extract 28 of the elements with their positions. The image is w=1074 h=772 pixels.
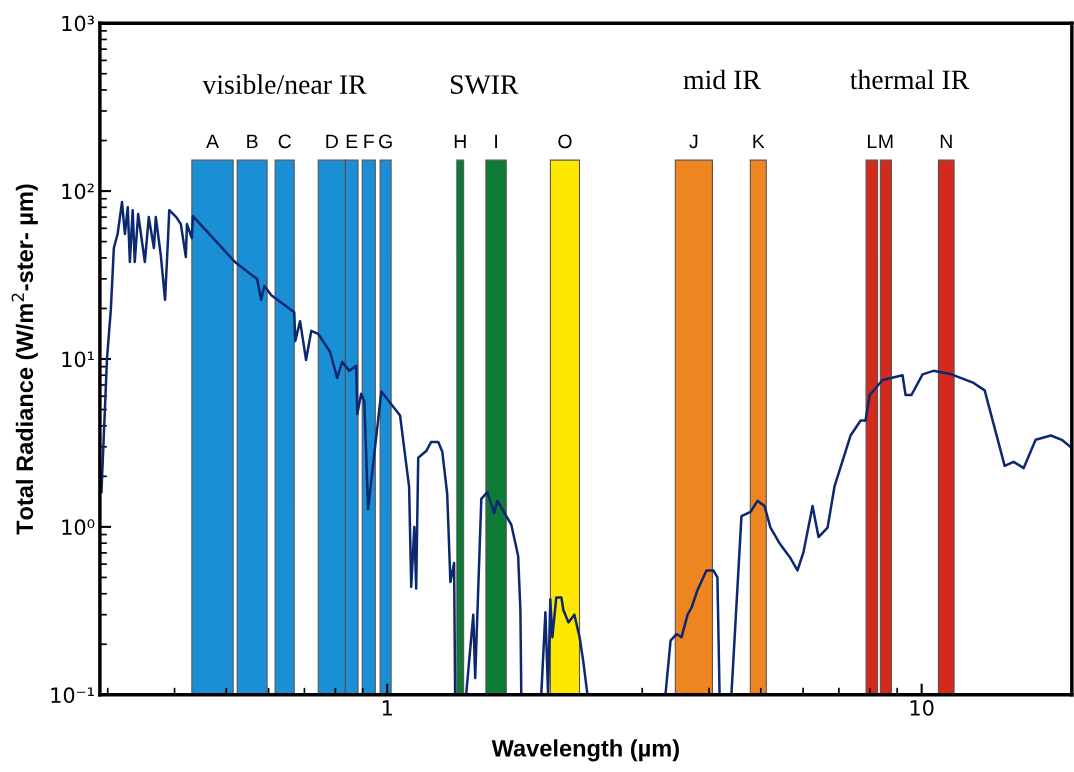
band-label: J xyxy=(689,134,698,149)
band-label: E xyxy=(346,134,358,149)
y-tick-label: 10⁻¹ xyxy=(51,687,94,704)
y-axis-title: Total Radiance (W/m$^{2}$-ster- µm) xyxy=(11,184,38,535)
band-label: M xyxy=(879,134,893,149)
y-tick-label: 10⁰ xyxy=(62,519,95,536)
band-label: I xyxy=(495,134,497,149)
annotation: SWIR xyxy=(450,75,519,95)
band-label: A xyxy=(206,134,219,149)
band-label: O xyxy=(558,134,572,149)
y-tick-label: 10² xyxy=(62,183,94,200)
band-label: L xyxy=(868,134,877,149)
band-label: C xyxy=(278,134,291,149)
band-label: F xyxy=(364,134,374,149)
band-label: D xyxy=(326,134,338,149)
band-label: N xyxy=(940,134,952,149)
x-tick-label: 10 xyxy=(910,700,934,716)
annotation: visible/near IR xyxy=(202,74,367,94)
annotation: mid IR xyxy=(683,69,761,90)
band-label: G xyxy=(379,134,392,149)
y-tick-label: 10¹ xyxy=(62,351,94,368)
band-label: H xyxy=(454,134,466,149)
band-label: B xyxy=(247,134,258,149)
band-label: K xyxy=(753,134,765,149)
annotation: thermal IR xyxy=(850,69,970,90)
x-axis-title: Wavelength (µm) xyxy=(491,739,679,762)
x-tick-label: 1 xyxy=(382,700,392,716)
y-tick-label: 10³ xyxy=(62,15,94,32)
